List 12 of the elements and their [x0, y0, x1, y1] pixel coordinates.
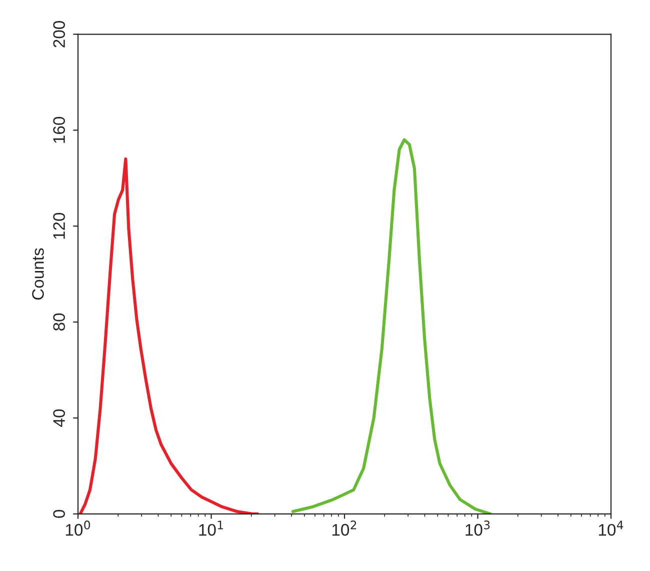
y-tick-label: 120	[53, 212, 65, 239]
y-tick-label: 40	[53, 409, 65, 427]
y-tick-label: 80	[53, 313, 65, 331]
x-tick-label: 10$^{1}$	[199, 520, 223, 536]
x-tick-label: 10$^{4}$	[598, 520, 624, 536]
y-axis-title: Counts	[32, 248, 44, 300]
x-tick-label: 10$^{0}$	[66, 520, 90, 536]
y-tick-label: 0	[53, 510, 65, 518]
y-tick-label: 200	[53, 21, 65, 48]
x-tick-label: 10$^{3}$	[466, 520, 490, 536]
y-tick-label: 160	[53, 116, 65, 143]
x-tick-label: 10$^{2}$	[332, 520, 356, 536]
